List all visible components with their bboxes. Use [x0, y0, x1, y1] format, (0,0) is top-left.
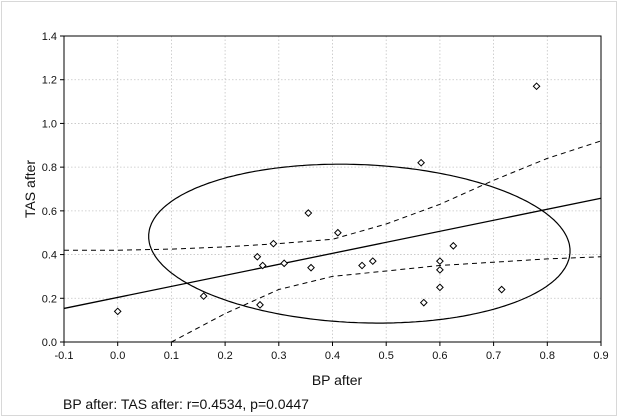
- data-point: [368, 257, 377, 266]
- x-tick-label: -0.1: [55, 350, 74, 362]
- y-tick-label: 1.0: [42, 118, 57, 130]
- data-point: [253, 252, 262, 261]
- data-point: [532, 82, 541, 91]
- x-tick-label: 0.1: [164, 350, 179, 362]
- confidence-band-lower: [171, 256, 602, 343]
- data-point: [417, 158, 426, 167]
- data-point: [304, 209, 313, 217]
- x-tick-label: 0.4: [325, 350, 340, 362]
- y-tick-label: 0.0: [42, 337, 57, 349]
- x-axis-ticks: -0.1 0.0 0.1 0.2 0.3 0.4 0.5 0.6 0.7 0.8 0.9: [55, 342, 609, 362]
- data-point: [113, 307, 122, 316]
- y-tick-label: 0.8: [42, 162, 57, 174]
- x-tick-label: 0.0: [110, 350, 125, 362]
- data-point: [435, 265, 444, 274]
- y-axis-ticks: 0.0 0.2 0.4 0.6 0.8 1.0 1.2 1.4: [42, 31, 64, 349]
- data-point: [358, 261, 366, 270]
- y-tick-label: 1.2: [42, 75, 57, 87]
- y-tick-label: 0.4: [42, 250, 57, 262]
- x-tick-label: 0.9: [593, 350, 608, 362]
- x-tick-label: 0.6: [432, 350, 447, 362]
- data-point: [497, 285, 506, 294]
- prediction-ellipse: [148, 163, 571, 324]
- confidence-band-upper: [64, 140, 602, 251]
- x-tick-label: 0.3: [271, 350, 286, 362]
- confidence-band: [64, 140, 602, 343]
- y-axis-label: TAS after: [22, 160, 38, 218]
- data-point: [435, 283, 444, 292]
- x-tick-label: 0.8: [540, 350, 555, 362]
- data-point: [199, 292, 208, 301]
- data-point: [256, 300, 264, 309]
- correlation-annotation: BP after: TAS after: r=0.4534, p=0.0447: [63, 396, 309, 412]
- y-tick-label: 0.2: [42, 293, 57, 305]
- data-point: [307, 263, 315, 272]
- data-point: [269, 239, 278, 248]
- y-tick-label: 0.6: [42, 206, 57, 218]
- regression-line: [63, 197, 602, 310]
- data-points: [113, 82, 541, 316]
- data-point: [280, 259, 289, 268]
- data-point: [435, 257, 444, 266]
- data-point: [449, 241, 458, 250]
- x-tick-label: 0.7: [486, 350, 501, 362]
- data-point: [333, 228, 342, 237]
- data-point: [419, 298, 428, 307]
- x-axis-label: BP after: [312, 372, 363, 388]
- x-tick-label: 0.2: [217, 350, 232, 362]
- y-tick-label: 1.4: [42, 31, 57, 43]
- data-point: [258, 261, 267, 270]
- x-tick-label: 0.5: [379, 350, 394, 362]
